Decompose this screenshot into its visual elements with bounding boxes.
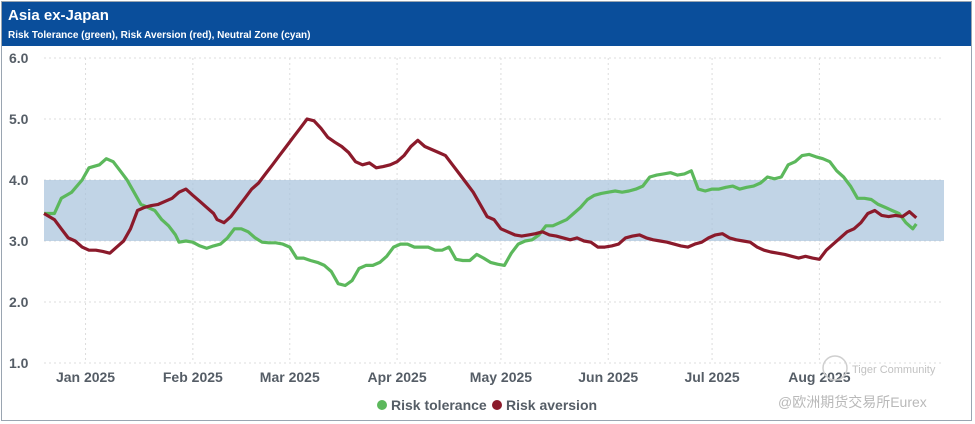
x-axis-ticks: Jan 2025 Feb 2025 Mar 2025 Apr 2025 May 2025… bbox=[56, 369, 851, 385]
x-tick-label: Apr 2025 bbox=[367, 369, 426, 385]
x-tick-label: Jun 2025 bbox=[578, 369, 638, 385]
legend-risk-aversion-label: Risk aversion bbox=[506, 397, 597, 413]
x-tick-label: Aug 2025 bbox=[788, 369, 850, 385]
x-tick-label: Jul 2025 bbox=[684, 369, 739, 385]
y-tick-label: 5.0 bbox=[9, 111, 29, 127]
risk-aversion-line bbox=[43, 117, 918, 261]
legend: Risk tolerance Risk aversion bbox=[377, 397, 597, 413]
chart-header: Asia ex-Japan Risk Tolerance (green), Ri… bbox=[2, 2, 971, 46]
x-tick-label: Jan 2025 bbox=[56, 369, 115, 385]
neutral-zone-band bbox=[44, 180, 944, 241]
risk-tolerance-line bbox=[44, 152, 918, 288]
x-tick-label: Feb 2025 bbox=[163, 369, 223, 385]
chart-subtitle: Risk Tolerance (green), Risk Aversion (r… bbox=[8, 30, 311, 41]
y-tick-label: 6.0 bbox=[9, 50, 29, 66]
watermark-source: @欧洲期货交易所Eurex bbox=[778, 394, 927, 410]
watermark-community: Tiger Community bbox=[852, 364, 936, 376]
tiger-logo-icon bbox=[822, 355, 848, 381]
legend-risk-tolerance-marker bbox=[377, 400, 387, 410]
y-tick-label: 4.0 bbox=[9, 172, 29, 188]
y-tick-label: 1.0 bbox=[9, 355, 29, 371]
x-tick-label: Mar 2025 bbox=[260, 369, 320, 385]
chart-title: Asia ex-Japan bbox=[8, 7, 109, 24]
watermark: Tiger Community @欧洲期货交易所Eurex bbox=[778, 355, 936, 410]
x-tick-label: May 2025 bbox=[470, 369, 532, 385]
legend-risk-aversion-marker bbox=[492, 400, 502, 410]
legend-risk-tolerance-label: Risk tolerance bbox=[391, 397, 487, 413]
y-tick-label: 3.0 bbox=[9, 233, 29, 249]
y-axis-ticks: 1.0 2.0 3.0 4.0 5.0 6.0 bbox=[9, 50, 29, 371]
y-tick-label: 2.0 bbox=[9, 294, 29, 310]
